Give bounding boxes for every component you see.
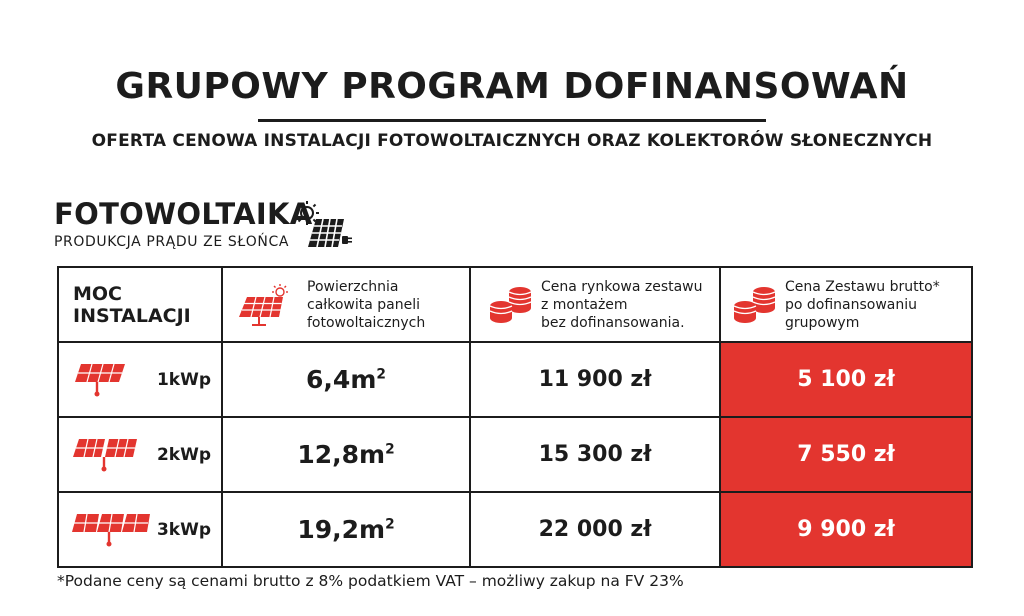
page-subtitle: OFERTA CENOWA INSTALACJI FOTOWOLTAICZNYC… (91, 131, 933, 151)
area-cell: 12,8m2 (221, 416, 471, 493)
footnote: *Podane ceny są cenami brutto z 8% podat… (57, 572, 684, 590)
promo-price-cell: 5 100 zł (719, 341, 973, 418)
power-label: 3kWp (156, 519, 211, 540)
market-price-cell: 15 300 zł (469, 416, 721, 493)
area-cell: 19,2m2 (221, 491, 471, 568)
table-row: 2kWp 12,8m2 15 300 zł 7 550 zł (57, 416, 973, 493)
header-promo-price: Cena Zestawu brutto* po dofinansowaniu g… (719, 266, 973, 343)
header-power: MOC INSTALACJI (57, 266, 223, 343)
header-area-line1: Powierzchnia (307, 278, 399, 295)
area-cell: 6,4m2 (221, 341, 471, 418)
promo-price-cell: 9 900 zł (719, 491, 973, 568)
sun-solar-panel-plug-icon (295, 201, 352, 248)
header-market-line3: bez dofinansowania. (541, 314, 685, 331)
brand-tagline: PRODUKCJA PRĄDU ZE SŁOŃCA (54, 234, 290, 250)
area-value: 19,2m (297, 515, 386, 544)
title-underline (258, 119, 766, 122)
header-market-line2: z montażem (541, 296, 628, 313)
area-unit-exponent: 2 (385, 516, 395, 533)
solar-panel-sun-icon (239, 283, 288, 326)
header-promo-line3: grupowym (785, 314, 860, 331)
header-area-line2: całkowita paneli (307, 296, 421, 313)
area-unit-exponent: 2 (376, 366, 386, 383)
solar-array-icon (75, 363, 125, 396)
brand-name: FOTOWOLTAIKA (54, 197, 313, 231)
power-cell: 3kWp (57, 491, 223, 568)
power-label: 1kWp (156, 369, 211, 390)
area-value: 12,8m (297, 440, 386, 469)
header-market-price: Cena rynkowa zestawu z montażem bez dofi… (469, 266, 721, 343)
header-promo-line2: po dofinansowaniu (785, 296, 918, 313)
header-area: Powierzchnia całkowita paneli fotowoltai… (221, 266, 471, 343)
market-price-cell: 22 000 zł (469, 491, 721, 568)
power-label: 2kWp (156, 444, 211, 465)
header-power-line2: INSTALACJI (73, 304, 191, 327)
page-title: GRUPOWY PROGRAM DOFINANSOWAŃ (115, 66, 909, 107)
coins-icon (733, 286, 776, 323)
market-price-cell: 11 900 zł (469, 341, 721, 418)
solar-array-icon (72, 513, 150, 546)
header-area-line3: fotowoltaicznych (307, 314, 426, 331)
header-market-line1: Cena rynkowa zestawu (541, 278, 703, 295)
power-cell: 1kWp (57, 341, 223, 418)
offer-table: MOC INSTALACJI (57, 266, 973, 568)
promo-price-cell: 7 550 zł (719, 416, 973, 493)
area-value: 6,4m (306, 365, 377, 394)
area-unit-exponent: 2 (385, 441, 395, 458)
table-row: 3kWp 19,2m2 22 000 zł 9 900 zł (57, 491, 973, 568)
header-promo-line1: Cena Zestawu brutto* (785, 278, 940, 295)
header-power-line1: MOC (73, 282, 123, 305)
table-header-row: MOC INSTALACJI (57, 266, 973, 343)
coins-icon (489, 286, 532, 323)
solar-array-icon (73, 438, 137, 471)
power-cell: 2kWp (57, 416, 223, 493)
table-row: 1kWp 6,4m2 11 900 zł 5 100 zł (57, 341, 973, 418)
